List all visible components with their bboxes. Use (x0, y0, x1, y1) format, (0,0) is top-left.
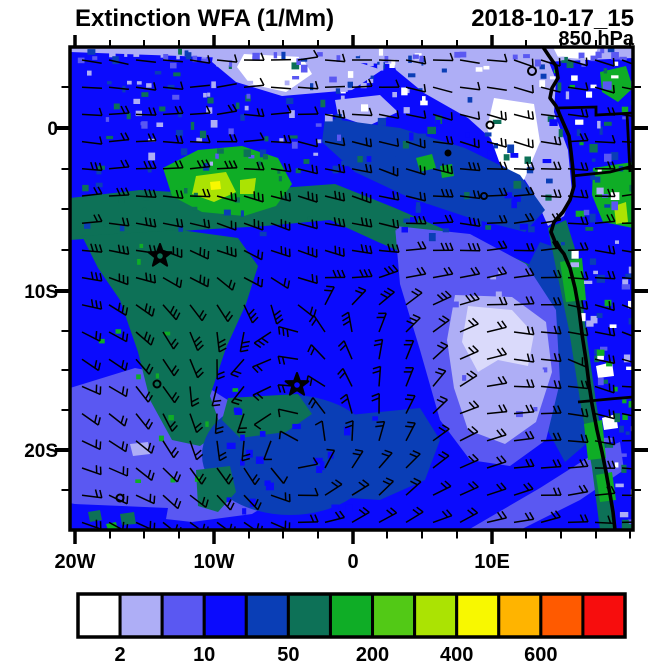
x-tick-label: 20W (54, 551, 95, 573)
colorbar-cell (541, 594, 583, 637)
colorbar-cell (288, 594, 330, 637)
colorbar-cell (246, 594, 288, 637)
colorbar-tick-label: 50 (277, 644, 299, 666)
star-marker-center (294, 382, 300, 388)
colorbar-cell (204, 594, 246, 637)
colorbar-cell (330, 594, 372, 637)
colorbar-tick-label: 600 (524, 644, 557, 666)
map-region (120, 512, 136, 525)
y-tick-label: 20S (24, 441, 58, 462)
x-tick-label: 0 (347, 551, 358, 573)
colorbar-tick-label: 10 (193, 644, 215, 666)
colorbar-cell (499, 594, 541, 637)
map-fill-layers (70, 47, 641, 530)
y-tick-label: 0 (47, 119, 58, 140)
colorbar-cell (457, 594, 499, 637)
star-marker-center (157, 253, 163, 259)
colorbar-cell (415, 594, 457, 637)
colorbar-tick-label: 200 (356, 644, 389, 666)
pressure-level-label: 850 hPa (558, 28, 634, 50)
colorbar-tick-label: 2 (115, 644, 126, 666)
colorbar: 2 10 50 200 400 600 (78, 594, 625, 666)
x-tick-label: 10W (193, 551, 234, 573)
colorbar-cell (583, 594, 625, 637)
map-area (70, 47, 641, 530)
colorbar-tick-label: 400 (440, 644, 473, 666)
colorbar-cell (78, 594, 120, 637)
map-region (88, 510, 102, 522)
colorbar-cell (120, 594, 162, 637)
colorbar-cell (162, 594, 204, 637)
colorbar-cell (373, 594, 415, 637)
map-region (210, 181, 221, 190)
y-tick-label: 10S (24, 282, 58, 303)
contour-ring (446, 151, 451, 156)
figure-title: Extinction WFA (1/Mm) (75, 5, 334, 32)
x-tick-label: 10E (474, 551, 510, 573)
